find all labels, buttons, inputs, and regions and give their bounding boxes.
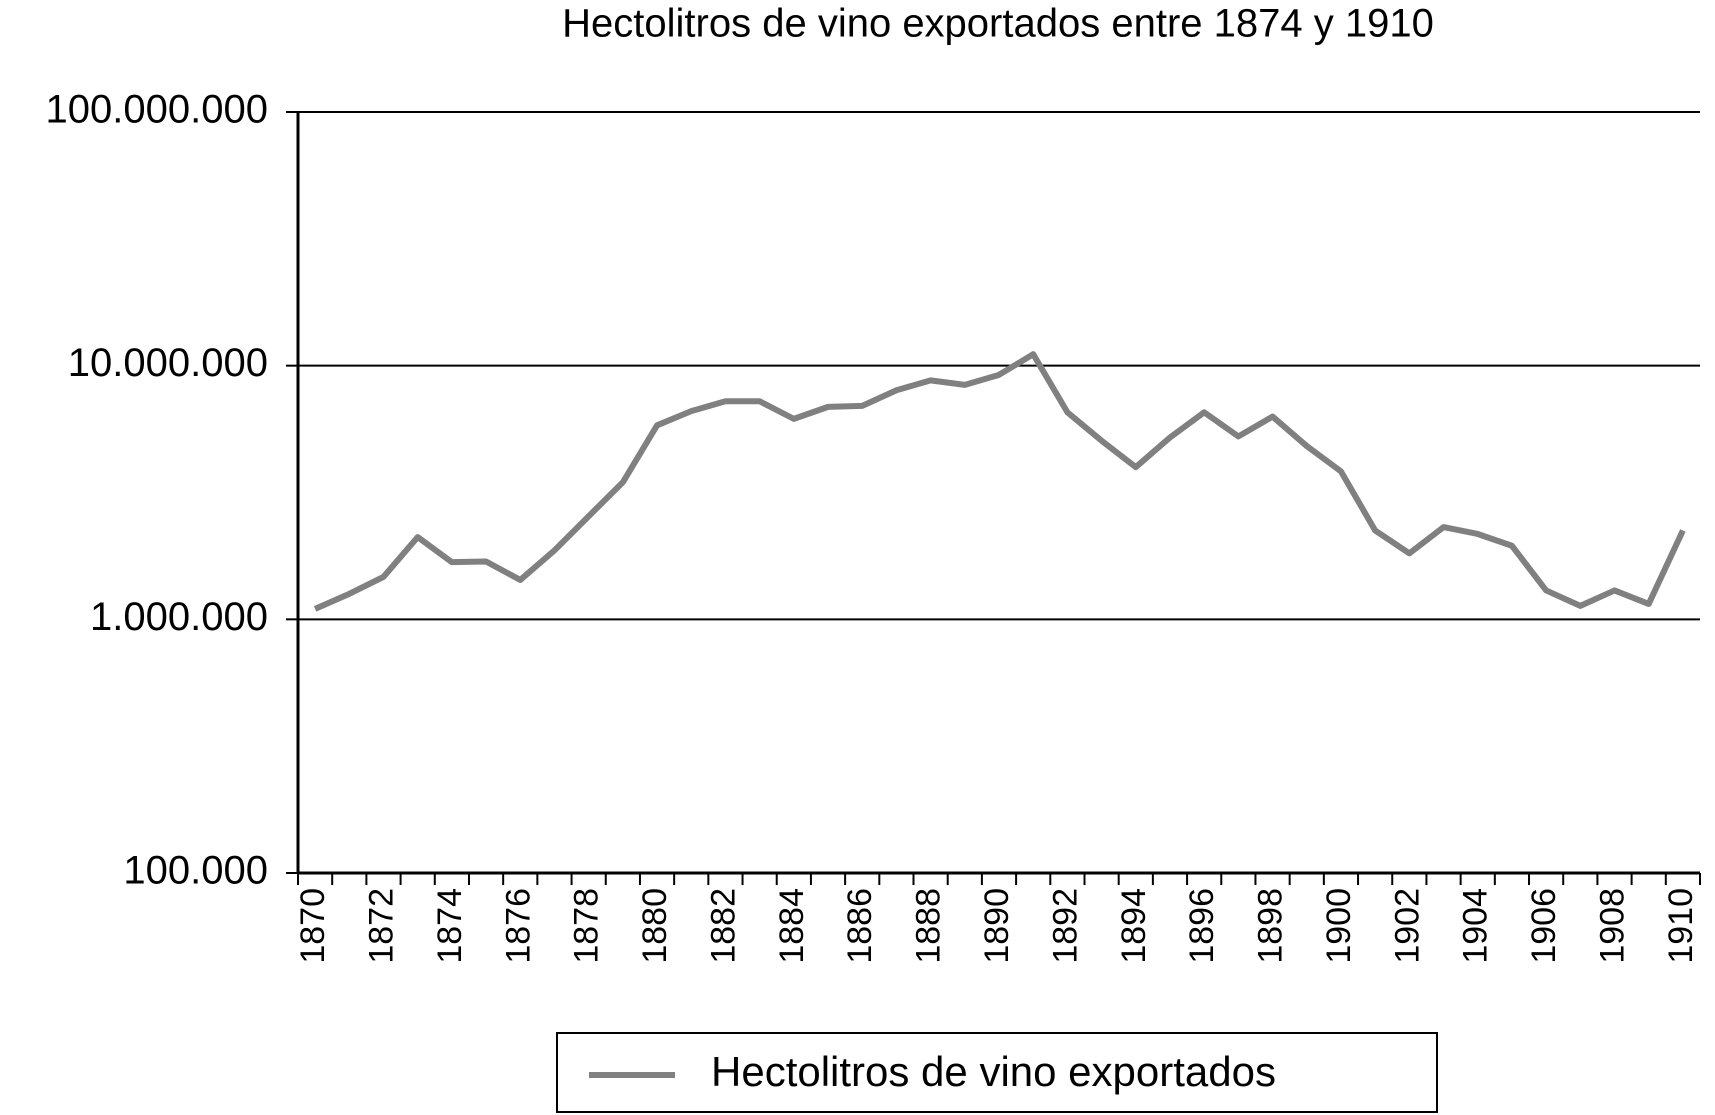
x-tick-label: 1908 xyxy=(1593,888,1631,964)
x-tick-label: 1904 xyxy=(1457,888,1495,964)
x-tick-label: 1872 xyxy=(362,888,400,964)
y-tick-label: 100.000.000 xyxy=(46,88,268,132)
legend-label: Hectolitros de vino exportados xyxy=(711,1048,1276,1095)
x-tick-label: 1902 xyxy=(1388,888,1426,964)
x-tick-label: 1886 xyxy=(841,888,879,964)
x-tick-label: 1896 xyxy=(1183,888,1221,964)
x-tick-label: 1898 xyxy=(1252,888,1290,964)
x-tick-label: 1884 xyxy=(773,888,811,964)
x-tick-label: 1910 xyxy=(1662,888,1700,964)
x-tick-label: 1900 xyxy=(1320,888,1358,964)
x-tick-label: 1906 xyxy=(1525,888,1563,964)
x-tick-label: 1874 xyxy=(431,888,469,964)
x-tick-label: 1870 xyxy=(294,888,332,964)
x-tick-label: 1888 xyxy=(910,888,948,964)
chart-title: Hectolitros de vino exportados entre 187… xyxy=(562,2,1434,46)
data-line xyxy=(313,351,1686,612)
y-tick-label: 10.000.000 xyxy=(68,341,268,385)
x-tick-label: 1878 xyxy=(568,888,606,964)
x-tick-label: 1892 xyxy=(1046,888,1084,964)
y-tick-label: 100.000 xyxy=(123,849,268,893)
x-tick-label: 1880 xyxy=(636,888,674,964)
x-tick-label: 1890 xyxy=(978,888,1016,964)
x-tick-label: 1894 xyxy=(1115,888,1153,964)
y-tick-label: 1.000.000 xyxy=(90,595,268,639)
legend-box xyxy=(556,1032,1438,1113)
x-tick-label: 1876 xyxy=(499,888,537,964)
x-tick-label: 1882 xyxy=(704,888,742,964)
